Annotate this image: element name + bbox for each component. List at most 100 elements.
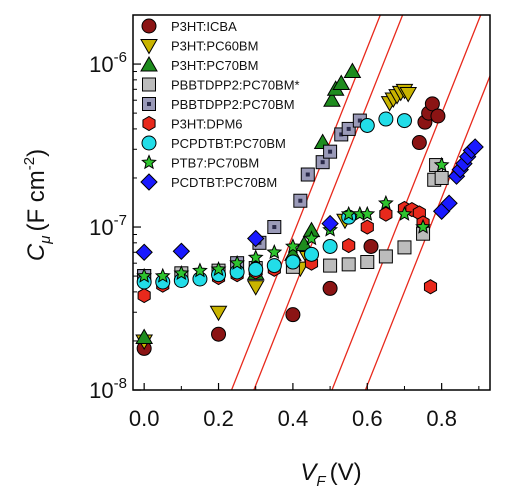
legend-label: PCDTBT:PC70BM bbox=[171, 175, 277, 190]
legend-label: P3HT:ICBA bbox=[171, 19, 237, 34]
data-point bbox=[415, 218, 431, 234]
data-point bbox=[285, 238, 301, 254]
marker-dot bbox=[339, 132, 344, 137]
legend-marker bbox=[142, 115, 156, 132]
y-tick-label: 10-8 bbox=[89, 375, 127, 403]
x-tick-label: 0.4 bbox=[278, 406, 309, 431]
y-axis-title-exp: -2 bbox=[21, 157, 38, 170]
data-point bbox=[332, 74, 351, 90]
marker-dot bbox=[147, 102, 151, 106]
legend: P3HT:ICBA P3HT:PC60BM P3HT:PC70BM PBBTDPP2:… bbox=[140, 18, 300, 191]
data-point bbox=[211, 326, 227, 342]
data-point bbox=[440, 194, 458, 212]
data-point bbox=[322, 280, 338, 296]
marker-square bbox=[341, 257, 356, 272]
data-point bbox=[135, 243, 153, 261]
data-point bbox=[285, 307, 301, 323]
data-point bbox=[377, 194, 394, 210]
data-point bbox=[322, 238, 338, 254]
legend-label: PBBTDPP2:PC70BM* bbox=[171, 78, 300, 93]
y-tick-label: 10-6 bbox=[89, 49, 127, 77]
data-point bbox=[363, 238, 379, 254]
data-point bbox=[293, 193, 308, 208]
legend-label: P3HT:PC70BM bbox=[171, 58, 258, 73]
x-tick-label: 0.6 bbox=[352, 406, 383, 431]
data-point bbox=[247, 229, 265, 248]
data-point bbox=[192, 262, 208, 278]
data-point bbox=[247, 249, 264, 265]
data-point bbox=[343, 62, 362, 79]
legend-label: P3HT:PC60BM bbox=[171, 39, 258, 54]
data-point bbox=[323, 258, 338, 273]
data-series bbox=[135, 62, 484, 356]
y-tick-label: 10-7 bbox=[89, 212, 127, 240]
y-axis-title-unit-close: ) bbox=[23, 149, 50, 157]
data-point bbox=[466, 138, 484, 156]
data-point bbox=[209, 305, 228, 322]
data-point bbox=[267, 220, 282, 235]
legend-label: PCPDTBT:PC70BM bbox=[171, 136, 286, 151]
marker-square bbox=[378, 249, 393, 264]
legend-marker bbox=[142, 77, 156, 92]
legend-marker bbox=[142, 97, 156, 111]
legend-label: PTB7:PC70BM bbox=[171, 156, 259, 171]
x-tick-label: 0.0 bbox=[129, 406, 160, 431]
data-point bbox=[173, 265, 190, 281]
legend-label: P3HT:DPM6 bbox=[171, 117, 243, 132]
data-point bbox=[266, 258, 282, 274]
x-axis-title-main: V bbox=[300, 459, 318, 486]
data-point bbox=[285, 254, 301, 270]
legend-label: PBBTDPP2:PC70BM bbox=[171, 97, 295, 112]
data-point bbox=[323, 144, 338, 159]
marker-dot bbox=[328, 149, 333, 154]
marker-square bbox=[142, 77, 156, 92]
data-point bbox=[424, 96, 440, 112]
data-point bbox=[229, 264, 245, 280]
data-point bbox=[411, 135, 427, 151]
data-point bbox=[303, 230, 320, 246]
data-point bbox=[378, 111, 394, 127]
data-point bbox=[423, 279, 438, 295]
data-point bbox=[378, 249, 393, 264]
legend-marker bbox=[140, 55, 158, 72]
data-point bbox=[321, 214, 339, 233]
data-point bbox=[137, 287, 151, 304]
data-point bbox=[430, 108, 446, 124]
x-axis-title-sub: F bbox=[316, 473, 326, 490]
x-tick-label: 0.2 bbox=[203, 406, 234, 431]
marker-square bbox=[360, 255, 375, 270]
data-point bbox=[341, 257, 356, 272]
plot-frame bbox=[132, 14, 491, 391]
reference-line bbox=[253, 15, 404, 390]
data-point bbox=[229, 254, 246, 270]
data-point bbox=[360, 219, 374, 235]
legend-marker bbox=[140, 173, 158, 191]
data-point bbox=[210, 261, 227, 277]
series-p3ht-icba bbox=[136, 96, 446, 356]
data-point bbox=[246, 280, 265, 296]
data-point bbox=[359, 117, 375, 133]
data-point bbox=[434, 170, 449, 185]
y-axis-title-sub: μ bbox=[37, 236, 54, 245]
data-point bbox=[397, 240, 412, 255]
x-axis-title-unit: (V) bbox=[330, 459, 362, 486]
marker-dot bbox=[305, 172, 310, 177]
marker-square bbox=[434, 170, 449, 185]
legend-marker bbox=[141, 154, 157, 170]
data-point bbox=[396, 205, 413, 221]
x-axis-title: VF (V) bbox=[300, 459, 361, 490]
data-point bbox=[154, 267, 171, 283]
data-point bbox=[399, 86, 418, 103]
data-point bbox=[433, 156, 450, 172]
marker-dot bbox=[357, 118, 362, 123]
data-point bbox=[359, 205, 376, 221]
data-point bbox=[315, 155, 330, 170]
y-axis-title-main: C bbox=[23, 243, 50, 261]
legend-marker bbox=[141, 135, 157, 151]
y-axis-title: Cμ (F cm-2) bbox=[21, 149, 54, 261]
data-point bbox=[248, 261, 264, 277]
data-point bbox=[341, 121, 356, 136]
data-point bbox=[396, 113, 412, 129]
data-point bbox=[300, 167, 315, 182]
